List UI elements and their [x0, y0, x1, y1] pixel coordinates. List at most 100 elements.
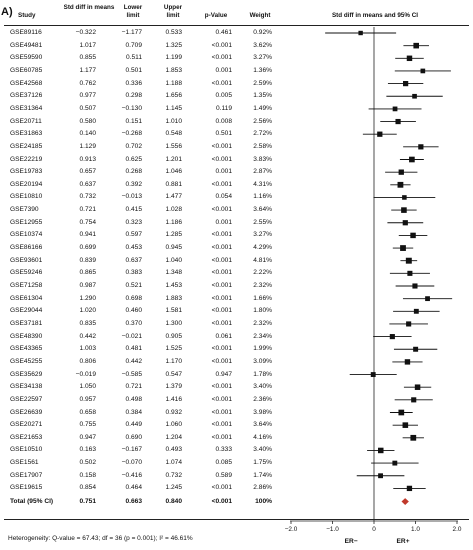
std-diff-value: 0.854 [79, 484, 96, 492]
lower-limit-value: 0.521 [125, 282, 142, 289]
effect-marker [378, 473, 383, 479]
lower-limit-value: −0.130 [121, 104, 142, 112]
weight-value: 1.75% [253, 459, 272, 467]
header-p-value: p-Value [204, 12, 228, 19]
p-value: 0.501 [215, 130, 232, 138]
study-name: GSE7390 [10, 206, 39, 214]
upper-limit-value: 1.145 [165, 104, 182, 112]
effect-marker [403, 80, 409, 87]
p-value: <0.001 [211, 54, 232, 62]
lower-limit-value: 0.453 [125, 244, 142, 252]
upper-limit-value: 0.548 [165, 130, 182, 138]
std-diff-value: 0.865 [79, 269, 96, 277]
upper-limit-value: 1.883 [165, 294, 182, 302]
x-tick-label: −2.0 [285, 526, 298, 533]
study-name: GSE1561 [10, 459, 39, 467]
weight-value: 2.55% [253, 218, 272, 226]
effect-marker [378, 447, 384, 454]
effect-marker [412, 93, 417, 99]
std-diff-value: −0.019 [75, 370, 96, 378]
upper-limit-value: 1.416 [165, 395, 182, 403]
p-value: <0.001 [211, 142, 232, 150]
effect-marker [413, 308, 419, 314]
effect-marker [418, 144, 424, 150]
study-name: GSE22597 [10, 395, 43, 403]
upper-limit-value: 0.945 [165, 244, 182, 252]
study-name: GSE31364 [10, 104, 43, 112]
lower-limit-value: 0.298 [125, 92, 142, 100]
study-name: GSE21653 [10, 433, 43, 441]
weight-value: 2.72% [253, 130, 272, 138]
weight-value: 3.27% [253, 231, 272, 239]
study-name: GSE26639 [10, 408, 43, 416]
weight-value: 3.27% [253, 54, 272, 62]
std-diff-value: 0.442 [79, 332, 96, 340]
weight-value: 3.64% [253, 421, 272, 429]
effect-marker [406, 485, 413, 492]
effect-marker [358, 30, 363, 36]
study-name: GSE17907 [10, 471, 43, 479]
lower-limit-value: 0.501 [125, 66, 142, 74]
upper-limit-value: 1.477 [165, 193, 182, 201]
lower-limit-value: 0.323 [125, 218, 142, 226]
heterogeneity-footnote: Heterogeneity: Q-value = 67.43; df = 36 … [8, 535, 193, 542]
lower-limit-value: 0.511 [125, 54, 142, 62]
weight-value: 1.99% [253, 345, 272, 353]
lower-limit-value: −0.021 [121, 332, 142, 340]
lower-limit-value: −0.070 [121, 459, 142, 467]
weight-value: 1.35% [253, 92, 272, 100]
p-value: 0.947 [215, 370, 232, 378]
upper-limit-value: 1.348 [165, 269, 182, 277]
weight-value: 2.59% [253, 79, 272, 87]
lower-limit-value: 0.663 [125, 497, 142, 505]
study-name: GSE10510 [10, 446, 43, 454]
effect-marker [411, 397, 417, 403]
std-diff-value: 0.657 [79, 168, 96, 176]
p-value: <0.001 [211, 282, 232, 289]
study-name: GSE12955 [10, 218, 43, 226]
weight-value: 4.29% [253, 244, 272, 252]
std-diff-value: 0.755 [79, 421, 96, 429]
x-label-right: ER+ [397, 538, 410, 545]
bottom-rule [4, 519, 469, 520]
p-value: <0.001 [211, 383, 232, 391]
weight-value: 2.87% [253, 168, 272, 176]
effect-marker [402, 422, 409, 428]
effect-marker [392, 106, 398, 112]
study-name: GSE19783 [10, 168, 43, 176]
std-diff-value: 1.050 [79, 383, 96, 391]
weight-value: 2.32% [253, 282, 272, 289]
lower-limit-value: 0.597 [125, 231, 142, 239]
weight-value: 3.62% [253, 41, 272, 49]
weight-value: 2.58% [253, 142, 272, 150]
p-value: 0.589 [215, 471, 232, 479]
study-name: GSE34138 [10, 383, 43, 391]
std-diff-value: 1.129 [79, 142, 96, 150]
p-value: <0.001 [211, 307, 232, 315]
upper-limit-value: 0.547 [165, 370, 182, 378]
effect-marker [402, 220, 408, 226]
std-diff-value: 0.941 [79, 231, 96, 239]
study-name: GSE22219 [10, 155, 43, 163]
std-diff-value: 1.003 [79, 345, 96, 353]
effect-marker [392, 460, 398, 466]
upper-limit-value: 1.046 [165, 168, 182, 176]
std-diff-value: 0.637 [79, 180, 96, 188]
p-value: <0.001 [211, 433, 232, 441]
effect-marker [398, 409, 405, 416]
effect-marker [397, 181, 404, 188]
weight-value: 1.74% [253, 471, 272, 479]
lower-limit-value: −1.177 [121, 29, 142, 36]
std-diff-value: 0.163 [79, 446, 96, 454]
std-diff-value: 0.987 [79, 282, 96, 289]
lower-limit-value: 0.383 [125, 269, 142, 277]
upper-limit-value: 1.853 [165, 66, 182, 74]
upper-limit-value: 0.840 [165, 497, 182, 505]
x-tick-label: 0 [372, 526, 376, 533]
upper-limit-value: 1.074 [165, 459, 182, 467]
study-name: GSE71258 [10, 282, 43, 289]
weight-value: 1.66% [253, 294, 272, 302]
lower-limit-value: −0.585 [121, 370, 142, 378]
std-diff-value: 0.751 [79, 497, 96, 505]
